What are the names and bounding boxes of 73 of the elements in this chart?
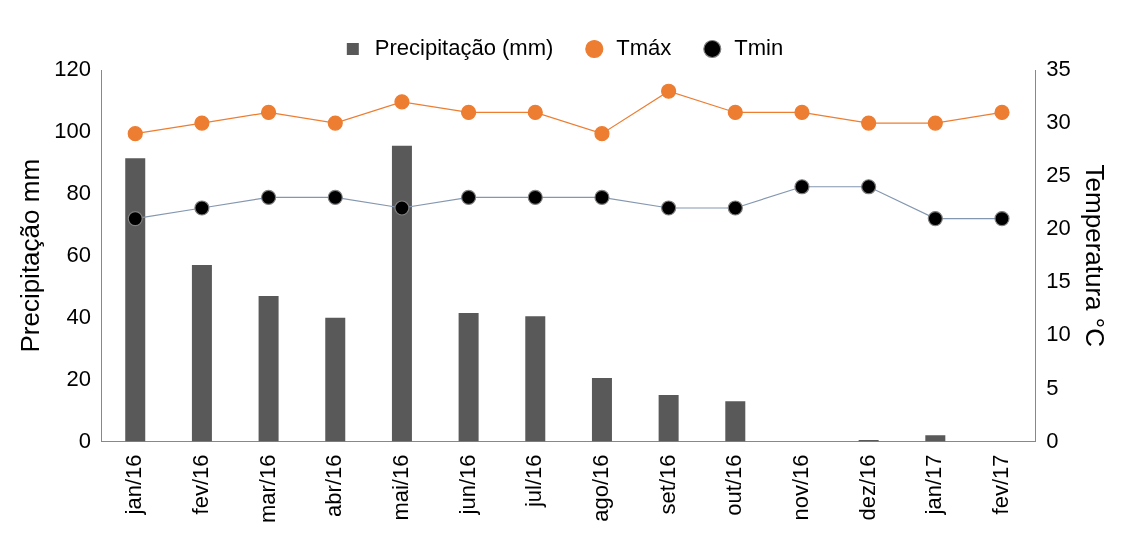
- x-tick-label: dez/16: [854, 454, 880, 521]
- y-tick-label: 60: [66, 241, 91, 267]
- x-tick-label: out/16: [721, 454, 747, 516]
- point: [994, 211, 1010, 227]
- x-tick-label: abr/16: [321, 454, 347, 517]
- point: [527, 104, 543, 121]
- point: [127, 211, 143, 227]
- x-tick-label: mar/16: [254, 454, 280, 524]
- point: [127, 126, 143, 142]
- point: [461, 189, 477, 205]
- y-tick-label: 80: [66, 179, 91, 205]
- y-tick-label: 100: [54, 117, 91, 143]
- point: [794, 179, 810, 195]
- point: [861, 179, 877, 195]
- y-tick-label: 120: [54, 56, 91, 82]
- bar: [925, 435, 946, 442]
- x-tick-label: fev/17: [988, 454, 1014, 515]
- point: [661, 200, 677, 216]
- x-tick-label: set/16: [654, 454, 680, 515]
- point: [327, 189, 343, 205]
- y2-tick-label: 30: [1046, 109, 1071, 135]
- bar: [391, 145, 412, 442]
- point: [260, 189, 277, 205]
- y2-tick-label: 5: [1046, 374, 1059, 400]
- bar: [191, 265, 212, 442]
- legend-label: Tmáx: [616, 35, 672, 61]
- point: [394, 200, 410, 216]
- point: [194, 200, 210, 216]
- point: [594, 189, 610, 205]
- y-tick-label: 40: [66, 303, 91, 329]
- bar: [325, 317, 346, 442]
- bar: [458, 313, 479, 442]
- x-tick-label: jun/16: [454, 454, 480, 516]
- point: [194, 115, 210, 131]
- point: [594, 126, 610, 142]
- point: [994, 104, 1010, 121]
- y2-tick-label: 10: [1046, 321, 1071, 347]
- x-tick-label: nov/16: [788, 454, 814, 521]
- point: [794, 104, 810, 121]
- bar: [258, 296, 279, 442]
- legend-label: Precipitação (mm): [374, 35, 554, 61]
- y2-tick-label: 20: [1046, 215, 1071, 241]
- y-tick-label: 0: [78, 427, 91, 453]
- y2-tick-label: 35: [1046, 56, 1071, 82]
- bar: [125, 158, 146, 442]
- point: [394, 94, 410, 110]
- point: [727, 200, 743, 216]
- bar: [725, 401, 746, 442]
- y-axis-title: Precipitação mm: [14, 158, 45, 353]
- bar: [525, 316, 546, 442]
- point: [260, 104, 277, 121]
- y2-tick-label: 0: [1046, 427, 1059, 453]
- point: [461, 104, 477, 121]
- y2-tick-label: 15: [1046, 268, 1071, 294]
- x-tick-label: ago/16: [588, 454, 614, 522]
- point: [927, 115, 943, 131]
- point: [727, 104, 743, 121]
- x-tick-label: mai/16: [388, 454, 413, 521]
- x-tick-label: fev/16: [187, 454, 213, 515]
- y2-axis-title: Temperatura °C: [1080, 164, 1111, 347]
- bar: [591, 378, 612, 442]
- point: [527, 189, 543, 205]
- point: [327, 115, 343, 131]
- x-tick-label: jan/16: [121, 454, 147, 516]
- point: [661, 83, 677, 99]
- x-tick-label: jul/16: [521, 454, 547, 509]
- point: [927, 211, 943, 227]
- bar: [658, 395, 679, 442]
- y2-tick-label: 25: [1046, 162, 1071, 188]
- legend-label: Tmin: [734, 35, 784, 61]
- y-tick-label: 20: [66, 365, 91, 391]
- x-tick-label: jan/17: [921, 454, 947, 516]
- point: [861, 115, 877, 131]
